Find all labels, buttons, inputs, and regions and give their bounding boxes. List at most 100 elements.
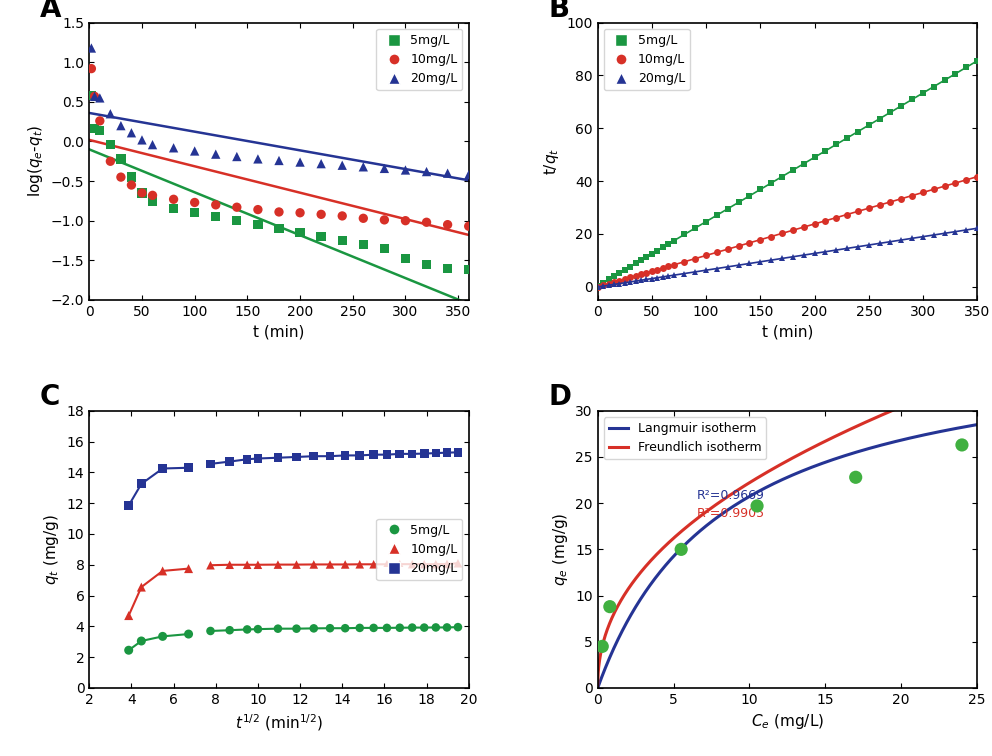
10mg/L: [613, 276, 625, 285]
Point: [250, 623, 266, 635]
Point: [123, 127, 139, 139]
Line: Langmuir isotherm: Langmuir isotherm: [598, 425, 977, 688]
Line: Freundlich isotherm: Freundlich isotherm: [598, 376, 977, 685]
5mg/L: [679, 230, 690, 239]
10mg/L: [657, 264, 669, 273]
10mg/L: [798, 222, 809, 231]
Point: [121, 644, 137, 656]
5mg/L: [668, 237, 680, 246]
Langmuir isotherm: [822, 457, 834, 466]
20mg/L: [711, 264, 723, 273]
Point: [250, 203, 266, 215]
20mg/L: [874, 239, 886, 248]
Point: [337, 449, 353, 461]
Point: [145, 189, 161, 201]
Point: [398, 253, 414, 265]
5mg/L: [624, 262, 636, 271]
5mg/L: [906, 95, 918, 104]
Freundlich isotherm: [822, 435, 834, 445]
Point: [86, 90, 102, 102]
Point: [239, 454, 255, 466]
Point: [92, 115, 108, 127]
Point: [848, 471, 864, 483]
20mg/L: [733, 261, 745, 270]
Point: [439, 262, 455, 274]
Point: [229, 201, 245, 213]
20mg/L: [635, 276, 647, 285]
20mg/L: [960, 225, 972, 234]
Point: [202, 625, 218, 637]
Freundlich isotherm: [880, 409, 892, 418]
5mg/L: [744, 191, 756, 200]
Point: [123, 171, 139, 183]
Point: [460, 220, 476, 232]
10mg/L: [668, 260, 680, 269]
20mg/L: [754, 257, 766, 266]
Point: [202, 559, 218, 572]
Point: [270, 451, 286, 463]
Point: [313, 209, 329, 221]
10mg/L: [830, 213, 842, 222]
Point: [145, 138, 161, 150]
Point: [166, 194, 182, 206]
Point: [186, 206, 202, 218]
20mg/L: [808, 249, 820, 258]
10mg/L: [928, 184, 939, 194]
Point: [379, 622, 395, 634]
Text: R²=0.9905: R²=0.9905: [696, 507, 765, 520]
Point: [239, 624, 255, 636]
Langmuir isotherm: [971, 420, 983, 429]
Point: [428, 447, 443, 459]
20mg/L: [700, 265, 712, 274]
20mg/L: [928, 231, 939, 240]
Point: [83, 63, 99, 75]
Point: [306, 450, 321, 462]
20mg/L: [652, 273, 664, 282]
Y-axis label: $q_e$ (mg/g): $q_e$ (mg/g): [551, 513, 569, 586]
Point: [202, 458, 218, 470]
Point: [450, 621, 466, 634]
Point: [270, 623, 286, 635]
Point: [134, 187, 150, 199]
5mg/L: [960, 63, 972, 72]
5mg/L: [663, 240, 675, 249]
Freundlich isotherm: [919, 392, 930, 401]
Point: [405, 558, 421, 570]
Langmuir isotherm: [833, 453, 845, 462]
20mg/L: [896, 235, 908, 244]
10mg/L: [754, 235, 766, 244]
10mg/L: [917, 188, 929, 197]
Point: [292, 227, 308, 239]
5mg/L: [754, 185, 766, 194]
Langmuir isotherm: [919, 430, 930, 439]
10mg/L: [630, 271, 642, 280]
20mg/L: [608, 280, 620, 289]
Y-axis label: log($q_e$-$q_t$): log($q_e$-$q_t$): [26, 125, 46, 197]
Point: [450, 557, 466, 569]
Point: [352, 449, 368, 461]
10mg/L: [733, 241, 745, 250]
20mg/L: [630, 277, 642, 286]
Point: [392, 558, 408, 570]
Point: [289, 559, 305, 571]
5mg/L: [841, 134, 853, 143]
Point: [181, 562, 196, 575]
10mg/L: [608, 277, 620, 287]
Point: [121, 609, 137, 621]
10mg/L: [896, 194, 908, 203]
5mg/L: [608, 271, 620, 280]
20mg/L: [663, 271, 675, 280]
Point: [250, 153, 266, 165]
10mg/L: [711, 248, 723, 257]
10mg/L: [960, 175, 972, 184]
Point: [417, 621, 433, 634]
10mg/L: [624, 273, 636, 282]
10mg/L: [663, 262, 675, 271]
Point: [322, 450, 338, 462]
Point: [86, 90, 102, 102]
Point: [271, 206, 287, 218]
10mg/L: [787, 226, 799, 235]
Point: [86, 122, 102, 135]
Text: A: A: [40, 0, 62, 23]
Point: [450, 446, 466, 458]
